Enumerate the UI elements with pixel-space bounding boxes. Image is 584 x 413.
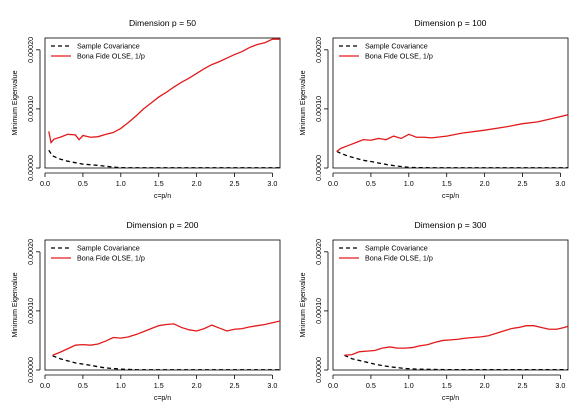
x-tick-label: 3.0 — [555, 381, 565, 390]
y-tick-label: 0.00000 — [26, 155, 35, 181]
x-tick-label: 1.0 — [404, 179, 414, 188]
y-axis-label: Minimum Eigenvalue — [300, 272, 307, 337]
x-tick-label: 0.0 — [40, 381, 50, 390]
legend-label: Sample Covariance — [77, 244, 140, 253]
x-axis-label: c=p/n — [442, 395, 459, 402]
x-tick-label: 0.5 — [78, 381, 88, 390]
legend-label: Sample Covariance — [365, 244, 428, 253]
x-tick-label: 1.0 — [116, 381, 126, 390]
x-tick-label: 0.5 — [78, 179, 88, 188]
chart-panel-3: Dimension p = 200 0.0 0.5 1.0 1.5 2.0 2.5 3.0 c=… — [12, 220, 281, 402]
legend-label: Sample Covariance — [77, 42, 140, 51]
x-tick-label: 0.0 — [40, 179, 50, 188]
y-tick-label: 0.00020 — [26, 239, 35, 265]
chart-panel-4: Dimension p = 300 0.0 0.5 1.0 1.5 2.0 2.5 3.0 c=… — [300, 220, 569, 402]
series-line-bona-fide-olse — [52, 320, 280, 356]
x-tick-label: 1.5 — [154, 179, 164, 188]
series-line-sample-covariance — [52, 355, 280, 370]
legend-label: Bona Fide OLSE, 1/p — [77, 52, 145, 61]
chart-panel-1: Dimension p = 50 0.0 0.5 1.0 1.5 2.0 2.5 3.0 c=p… — [12, 18, 281, 200]
chart-title: Dimension p = 100 — [415, 18, 487, 28]
x-axis-label: c=p/n — [154, 395, 171, 402]
x-axis-label: c=p/n — [442, 193, 459, 200]
y-tick-label: 0.00000 — [26, 357, 35, 383]
x-tick-label: 1.0 — [404, 381, 414, 390]
plot-frame — [44, 239, 281, 371]
x-tick-label: 2.0 — [192, 381, 202, 390]
y-tick-label: 0.00020 — [26, 37, 35, 63]
y-tick-label: 0.00010 — [314, 96, 323, 122]
x-tick-label: 1.5 — [442, 179, 452, 188]
y-axis-label: Minimum Eigenvalue — [12, 272, 19, 337]
x-tick-label: 2.5 — [518, 179, 528, 188]
series-line-sample-covariance — [344, 354, 568, 370]
x-tick-label: 0.0 — [328, 179, 338, 188]
y-tick-label: 0.00010 — [314, 298, 323, 324]
x-tick-label: 2.5 — [230, 381, 240, 390]
x-tick-label: 2.0 — [192, 179, 202, 188]
x-tick-label: 3.0 — [555, 179, 565, 188]
series-line-sample-covariance — [48, 149, 280, 168]
chart-panel-2: Dimension p = 100 0.0 0.5 1.0 1.5 2.0 2.5 3.0 c=… — [300, 18, 569, 200]
x-tick-label: 3.0 — [267, 381, 277, 390]
y-tick-label: 0.00000 — [314, 155, 323, 181]
legend-label: Bona Fide OLSE, 1/p — [365, 254, 433, 263]
chart-title: Dimension p = 200 — [127, 220, 199, 230]
y-tick-label: 0.00020 — [314, 37, 323, 63]
x-tick-label: 1.5 — [154, 381, 164, 390]
x-tick-label: 1.5 — [442, 381, 452, 390]
series-line-bona-fide-olse — [344, 325, 568, 356]
x-tick-label: 3.0 — [267, 179, 277, 188]
legend-label: Bona Fide OLSE, 1/p — [365, 52, 433, 61]
x-tick-label: 0.5 — [366, 179, 376, 188]
series-line-sample-covariance — [336, 150, 568, 168]
x-axis-label: c=p/n — [154, 193, 171, 200]
x-tick-label: 1.0 — [116, 179, 126, 188]
legend-label: Bona Fide OLSE, 1/p — [77, 254, 145, 263]
y-axis-label: Minimum Eigenvalue — [300, 70, 307, 135]
x-tick-label: 2.0 — [480, 179, 490, 188]
series-line-bona-fide-olse — [48, 38, 280, 145]
y-tick-label: 0.00010 — [26, 96, 35, 122]
series-line-bona-fide-olse — [336, 114, 568, 152]
y-tick-label: 0.00020 — [314, 239, 323, 265]
x-tick-label: 0.5 — [366, 381, 376, 390]
x-tick-label: 2.5 — [518, 381, 528, 390]
legend-label: Sample Covariance — [365, 42, 428, 51]
y-axis-label: Minimum Eigenvalue — [12, 70, 19, 135]
x-tick-label: 0.0 — [328, 381, 338, 390]
y-tick-label: 0.00000 — [314, 357, 323, 383]
plot-frame — [44, 37, 281, 169]
x-tick-label: 2.5 — [230, 179, 240, 188]
chart-title: Dimension p = 50 — [129, 18, 196, 28]
chart-title: Dimension p = 300 — [415, 220, 487, 230]
y-tick-label: 0.00010 — [26, 298, 35, 324]
x-tick-label: 2.0 — [480, 381, 490, 390]
